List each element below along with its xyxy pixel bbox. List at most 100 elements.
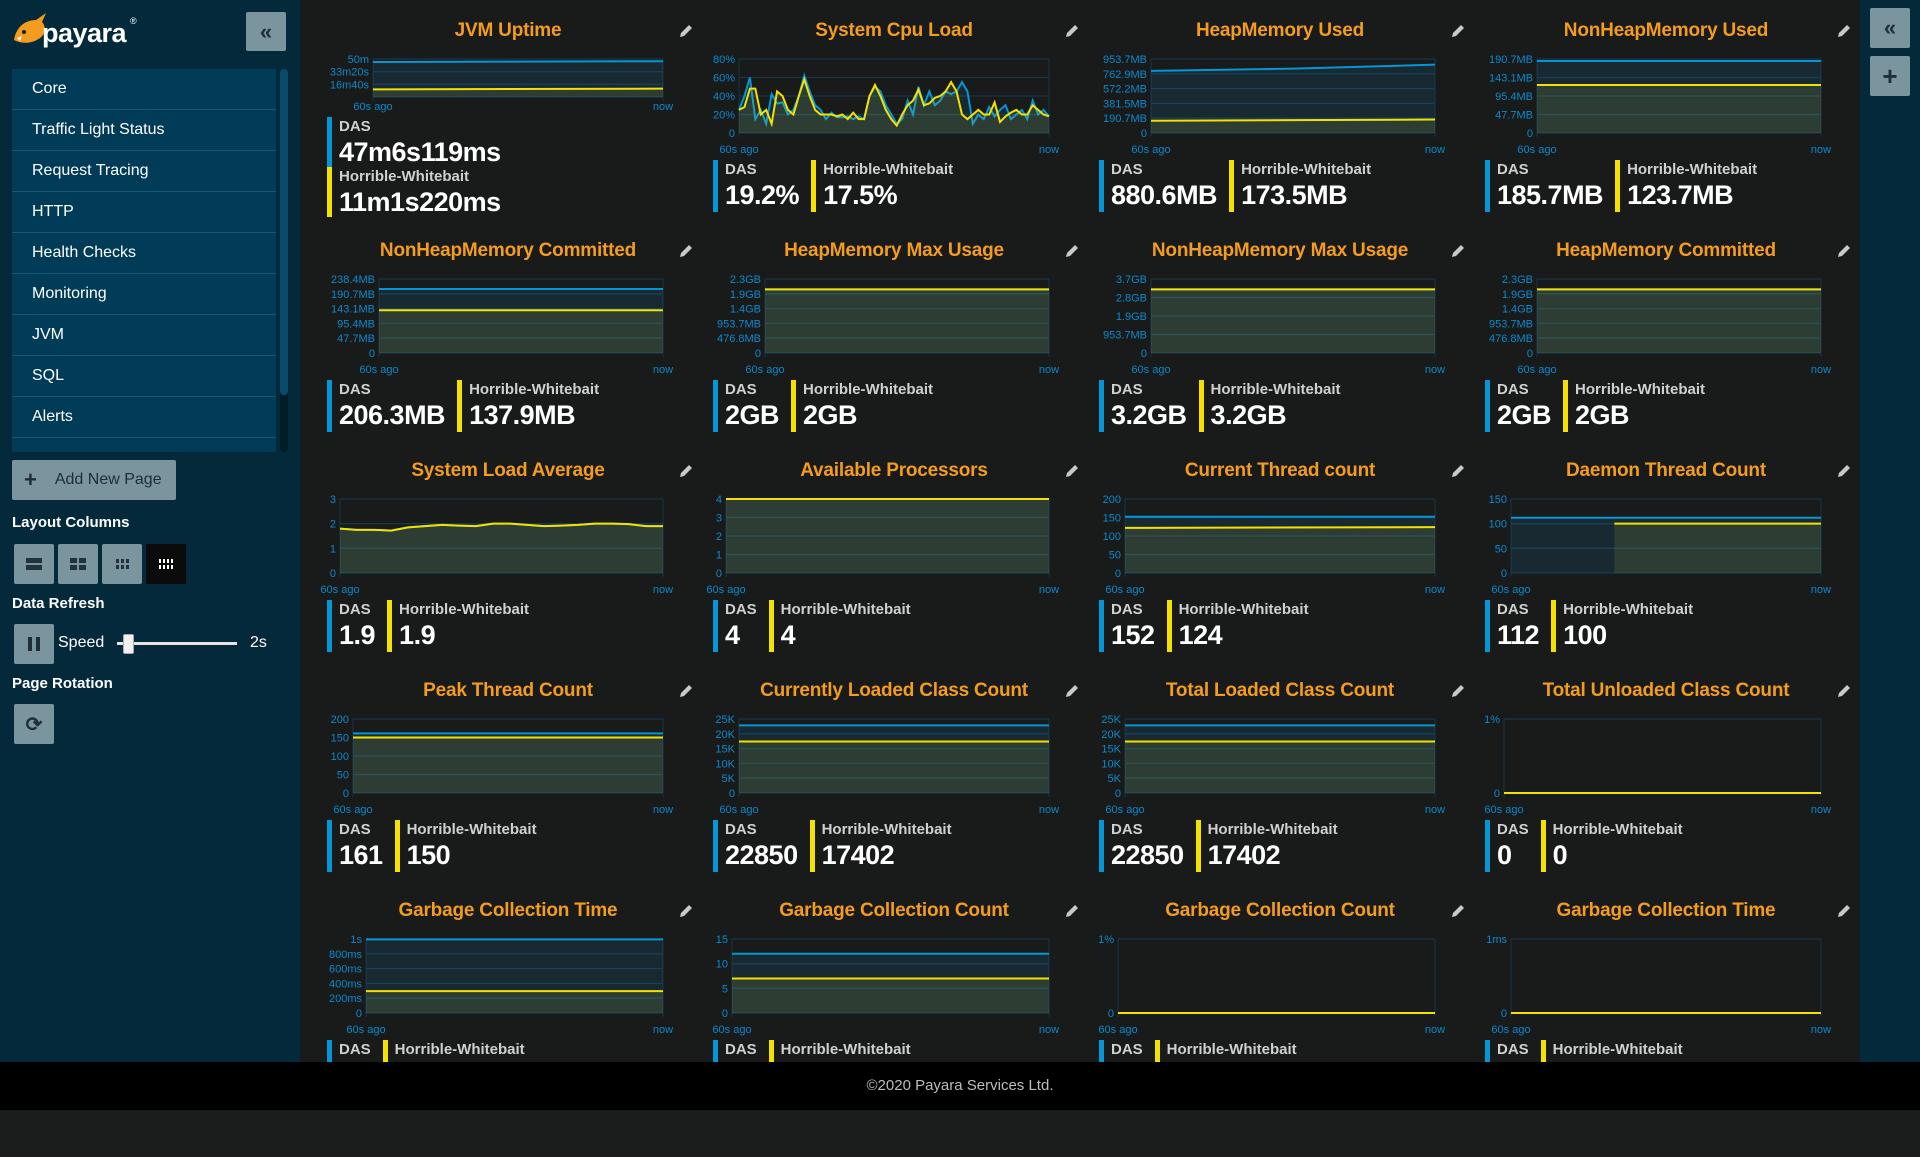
chart: 0 1 2 3 60s ago now (320, 494, 673, 596)
page-item-monitoring[interactable]: Monitoring (12, 274, 276, 315)
chart-title: HeapMemory Used (1195, 20, 1365, 41)
legend-instance-name: Horrible-Whitebait (1563, 601, 1694, 618)
chart-legend: DAS Horrible-Whitebait (1099, 1040, 1309, 1062)
page-item-http[interactable]: HTTP (12, 192, 276, 233)
layout-4-columns-button[interactable] (146, 544, 186, 584)
edit-pencil-icon[interactable] (1835, 682, 1853, 700)
collapse-sidebar-button[interactable]: « (246, 12, 286, 51)
legend-item-horrible-whitebait: Horrible-Whitebait 3.2GB (1198, 380, 1341, 432)
series-area-das (1151, 289, 1435, 353)
legend-item-horrible-whitebait: Horrible-Whitebait 11m1s220ms (327, 167, 501, 217)
legend-current-value: 2GB (1497, 400, 1552, 430)
page-rotation-button[interactable]: ⟳ (14, 704, 54, 744)
edit-pencil-icon[interactable] (677, 22, 695, 40)
legend-current-value: 22850 (725, 840, 798, 870)
y-tick-label: 953.7MB (1489, 318, 1533, 330)
add-new-page-button[interactable]: + Add New Page (12, 460, 176, 500)
legend-current-value: 4 (780, 620, 796, 650)
chart-panel-garbage-collection-count: 0 1% 60s ago now Garbage Collection Count DAS… (1087, 880, 1473, 1062)
legend-instance-name: Horrible-Whitebait (1207, 821, 1338, 838)
series-line-das (372, 60, 664, 63)
y-tick-label: 143.1MB (331, 304, 375, 316)
edit-pencil-icon[interactable] (1063, 242, 1081, 260)
page-item-health-checks[interactable]: Health Checks (12, 233, 276, 274)
edit-pencil-icon[interactable] (1835, 902, 1853, 920)
edit-pencil-icon[interactable] (1835, 462, 1853, 480)
edit-pencil-icon[interactable] (677, 902, 695, 920)
four-columns-icon (159, 559, 173, 569)
layout-1-column-button[interactable] (14, 544, 54, 584)
series-line-horrible-whitebait (1150, 118, 1436, 122)
edit-pencil-icon[interactable] (1449, 462, 1467, 480)
collapse-panel-button[interactable]: « (1870, 8, 1910, 48)
page-item-jvm[interactable]: JVM (12, 315, 276, 356)
edit-pencil-icon[interactable] (1063, 462, 1081, 480)
edit-pencil-icon[interactable] (1063, 22, 1081, 40)
y-tick-label: 60% (713, 73, 735, 85)
edit-pencil-icon[interactable] (1835, 22, 1853, 40)
speed-slider-handle[interactable] (123, 634, 134, 654)
chart-legend: DAS 206.3MB Horrible-Whitebait 137.9MB (327, 380, 612, 432)
edit-pencil-icon[interactable] (1063, 682, 1081, 700)
speed-slider-track[interactable] (117, 642, 237, 645)
x-tick-label: 60s ago (1491, 1024, 1530, 1036)
page-item-request-tracing[interactable]: Request Tracing (12, 151, 276, 192)
edit-pencil-icon[interactable] (1449, 22, 1467, 40)
chart: 0 190.7MB 381.5MB 572.2MB 762.9MB 953.7MB 60s … (1103, 54, 1445, 156)
y-tick-label: 0 (330, 568, 336, 580)
x-tick-label: now (1039, 804, 1059, 816)
legend-item-das: DAS (713, 1040, 757, 1062)
page-item-core[interactable]: Core (12, 69, 276, 110)
page-item-sql[interactable]: SQL (12, 356, 276, 397)
page-item-traffic-light-status[interactable]: Traffic Light Status (12, 110, 276, 151)
legend-item-horrible-whitebait: Horrible-Whitebait 1.9 (387, 600, 529, 652)
legend-instance-name: Horrible-Whitebait (406, 821, 537, 838)
legend-instance-name: Horrible-Whitebait (803, 381, 934, 398)
legend-current-value: 880.6MB (1111, 180, 1218, 210)
edit-pencil-icon[interactable] (1449, 682, 1467, 700)
page-rotation-label: Page Rotation (12, 675, 113, 692)
edit-pencil-icon[interactable] (1835, 242, 1853, 260)
x-tick-label: now (653, 584, 673, 596)
edit-pencil-icon[interactable] (1449, 902, 1467, 920)
edit-pencil-icon[interactable] (1449, 242, 1467, 260)
edit-pencil-icon[interactable] (677, 242, 695, 260)
pause-refresh-button[interactable] (14, 624, 54, 664)
speed-label: Speed (58, 634, 105, 651)
speed-value: 2s (250, 634, 267, 651)
legend-item-horrible-whitebait: Horrible-Whitebait 17402 (1195, 820, 1338, 872)
edit-pencil-icon[interactable] (677, 462, 695, 480)
payara-logo: payara ® (12, 10, 137, 56)
x-tick-label: now (653, 364, 673, 376)
x-tick-label: 60s ago (1491, 584, 1530, 596)
legend-item-das: DAS (1485, 1040, 1529, 1062)
series-area-horrible-whitebait (1125, 527, 1435, 573)
y-tick-label: 762.9MB (1103, 69, 1147, 81)
add-widget-button[interactable]: + (1870, 56, 1910, 96)
chart: 0 1 2 3 4 60s ago now (706, 494, 1059, 596)
chart-title: HeapMemory Committed (1556, 240, 1776, 261)
x-tick-label: 60s ago (1131, 144, 1170, 156)
legend-current-value: 152 (1111, 620, 1155, 650)
chart-panel-nonheapmemory-used: 0 47.7MB 95.4MB 143.1MB 190.7MB 60s ago now Non… (1473, 0, 1859, 220)
chart-legend: DAS 880.6MB Horrible-Whitebait 173.5MB (1099, 160, 1384, 212)
chart-panel-garbage-collection-count: 0 5 10 15 60s ago now Garbage Collection Count… (701, 880, 1087, 1062)
series-area-das (1537, 60, 1821, 134)
chart-title: System Load Average (411, 460, 605, 481)
layout-3-columns-button[interactable] (102, 544, 142, 584)
y-tick-label: 0 (729, 788, 735, 800)
page-list-scroll-thumb[interactable] (280, 69, 288, 395)
chart-panel-system-load-average: 0 1 2 3 60s ago now System Load Average DAS 1.9 H… (315, 440, 701, 660)
chart-title: Garbage Collection Time (1556, 900, 1776, 921)
payara-fish-logo-icon (14, 13, 46, 43)
edit-pencil-icon[interactable] (677, 682, 695, 700)
series-line-horrible-whitebait (738, 76, 1050, 128)
y-tick-label: 1 (330, 543, 336, 555)
edit-pencil-icon[interactable] (1063, 902, 1081, 920)
layout-2-columns-button[interactable] (58, 544, 98, 584)
legend-item-das: DAS 161 (327, 820, 383, 872)
page-item-alerts[interactable]: Alerts (12, 397, 276, 438)
legend-item-horrible-whitebait: Horrible-Whitebait (1154, 1040, 1297, 1062)
legend-item-das: DAS (327, 1040, 371, 1062)
page-item-partial[interactable] (12, 438, 276, 452)
